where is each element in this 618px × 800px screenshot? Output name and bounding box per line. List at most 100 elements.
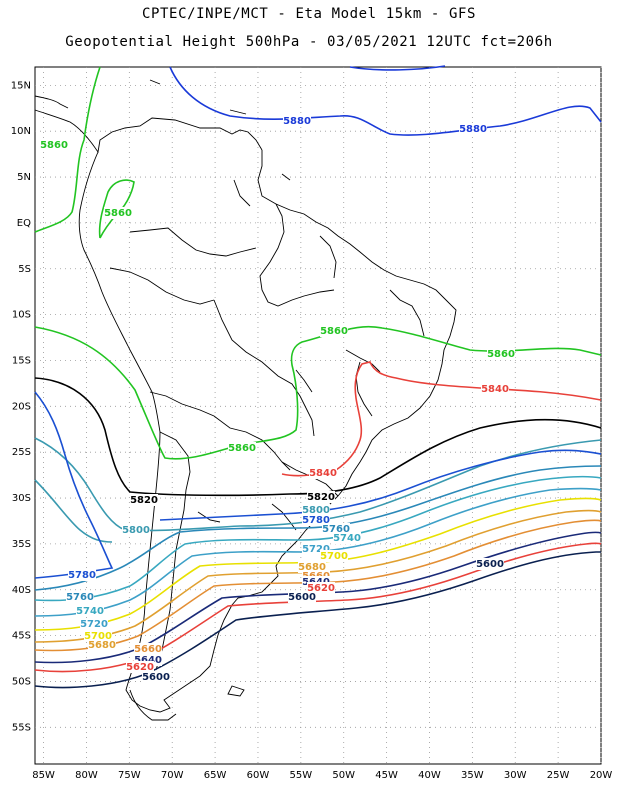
contour-5760: [34, 465, 602, 591]
contour-label-5800: 5800: [122, 525, 150, 536]
contour-label-bg: [320, 325, 348, 337]
lon-tick-label: 25W: [547, 770, 570, 781]
lat-tick-label: 35S: [12, 539, 31, 550]
contour-label-5780: 5780: [68, 570, 96, 581]
lon-tick-label: 30W: [504, 770, 527, 781]
lon-tick-label: 75W: [118, 770, 141, 781]
contour-5600: [34, 551, 601, 689]
contour-label-bg: [130, 494, 158, 506]
map-title: CPTEC/INPE/MCT - Eta Model 15km - GFS: [141, 6, 477, 22]
contour-label-5740: 5740: [76, 606, 104, 617]
lat-tick-label: 10N: [11, 126, 31, 137]
map-subtitle: Geopotential Height 500hPa - 03/05/2021 …: [65, 34, 553, 50]
coastline-borders: [34, 79, 457, 721]
lon-tick-label: 55W: [290, 770, 313, 781]
contour-5860: [98, 179, 135, 239]
contour-label-5700: 5700: [320, 551, 348, 562]
contour-label-bg: [80, 618, 108, 630]
contour-label-5620: 5620: [307, 583, 335, 594]
lat-tick-label: 25S: [12, 447, 31, 458]
lon-tick-label: 80W: [75, 770, 98, 781]
contour-label-bg: [68, 569, 96, 581]
contour-label-5760: 5760: [66, 592, 94, 603]
contour-label-5740: 5740: [333, 533, 361, 544]
lon-tick-label: 85W: [32, 770, 55, 781]
contour-label-bg: [40, 139, 68, 151]
contour-label-5720: 5720: [302, 544, 330, 555]
lat-tick-label: 20S: [12, 401, 31, 412]
contour-label-bg: [481, 383, 509, 395]
contour-label-5880: 5880: [283, 116, 311, 127]
lon-tick-label: 20W: [590, 770, 613, 781]
contour-label-bg: [122, 524, 150, 536]
lat-tick-label: 5S: [18, 264, 31, 275]
contour-label-bg: [142, 671, 170, 683]
contour-label-bg: [134, 643, 162, 655]
contour-label-bg: [307, 491, 335, 503]
contour-label-bg: [288, 591, 316, 603]
lat-tick-label: EQ: [17, 218, 31, 229]
contour-label-bg: [76, 605, 104, 617]
contour-5740: [34, 475, 602, 602]
contour-label-bg: [66, 591, 94, 603]
lon-tick-label: 40W: [418, 770, 441, 781]
lon-tick-label: 35W: [461, 770, 484, 781]
contour-5860: [34, 66, 101, 233]
contour-label-5780: 5780: [302, 515, 330, 526]
contour-label-5660: 5660: [134, 644, 162, 655]
contour-label-5860: 5860: [40, 140, 68, 151]
axis-ticks: 85W 80W 75W 70W 65W 60W 55W 50W 45W 40W 35W 30W 25W 2…: [11, 80, 613, 781]
contour-label-bg: [88, 639, 116, 651]
contour-label-5620: 5620: [126, 662, 154, 673]
contour-5880: [349, 65, 446, 71]
lat-tick-label: 15S: [12, 355, 31, 366]
lat-tick-label: 10S: [12, 310, 31, 321]
contour-label-5640: 5640: [134, 655, 162, 666]
contour-label-bg: [320, 550, 348, 562]
contour-label-5600: 5600: [476, 559, 504, 570]
map-frame: [34, 66, 602, 765]
contour-label-bg: [333, 532, 361, 544]
lon-tick-label: 50W: [332, 770, 355, 781]
contour-5880: [169, 66, 602, 136]
contour-label-bg: [228, 442, 256, 454]
lat-tick-label: 50S: [12, 676, 31, 687]
contour-label-5860: 5860: [487, 349, 515, 360]
contour-label-5800: 5800: [302, 505, 330, 516]
contour-5780: [159, 449, 602, 521]
lon-tick-label: 45W: [375, 770, 398, 781]
contour-5820: [34, 377, 602, 497]
contour-label-5700: 5700: [84, 631, 112, 642]
contour-label-bg: [309, 467, 337, 479]
contour-labels: 5880 5880 5860 5860 5860 5860 5860 5840 5840 5820…: [40, 115, 515, 683]
contour-label-5840: 5840: [481, 384, 509, 395]
lat-tick-label: 30S: [12, 493, 31, 504]
contour-label-bg: [459, 123, 487, 135]
contour-5800: [34, 479, 113, 543]
contour-label-5680: 5680: [298, 562, 326, 573]
lon-tick-label: 60W: [247, 770, 270, 781]
contour-label-bg: [283, 115, 311, 127]
contour-label-bg: [302, 504, 330, 516]
contour-label-5860: 5860: [104, 208, 132, 219]
lon-tick-label: 70W: [161, 770, 184, 781]
lat-tick-label: 45S: [12, 631, 31, 642]
contour-label-5820: 5820: [130, 495, 158, 506]
contour-label-5680: 5680: [88, 640, 116, 651]
contour-label-5720: 5720: [80, 619, 108, 630]
contour-label-bg: [126, 661, 154, 673]
contour-5860: [34, 325, 602, 460]
contour-label-5860: 5860: [320, 326, 348, 337]
map-grid: [35, 67, 602, 764]
contour-label-5840: 5840: [309, 468, 337, 479]
contour-label-5880: 5880: [459, 124, 487, 135]
lat-tick-label: 5N: [17, 172, 31, 183]
contour-5800: [34, 437, 602, 532]
contour-label-5860: 5860: [228, 443, 256, 454]
lat-tick-label: 40S: [12, 585, 31, 596]
contour-label-5820: 5820: [307, 492, 335, 503]
contour-label-5600: 5600: [142, 672, 170, 683]
contour-label-bg: [487, 348, 515, 360]
lon-tick-label: 65W: [204, 770, 227, 781]
